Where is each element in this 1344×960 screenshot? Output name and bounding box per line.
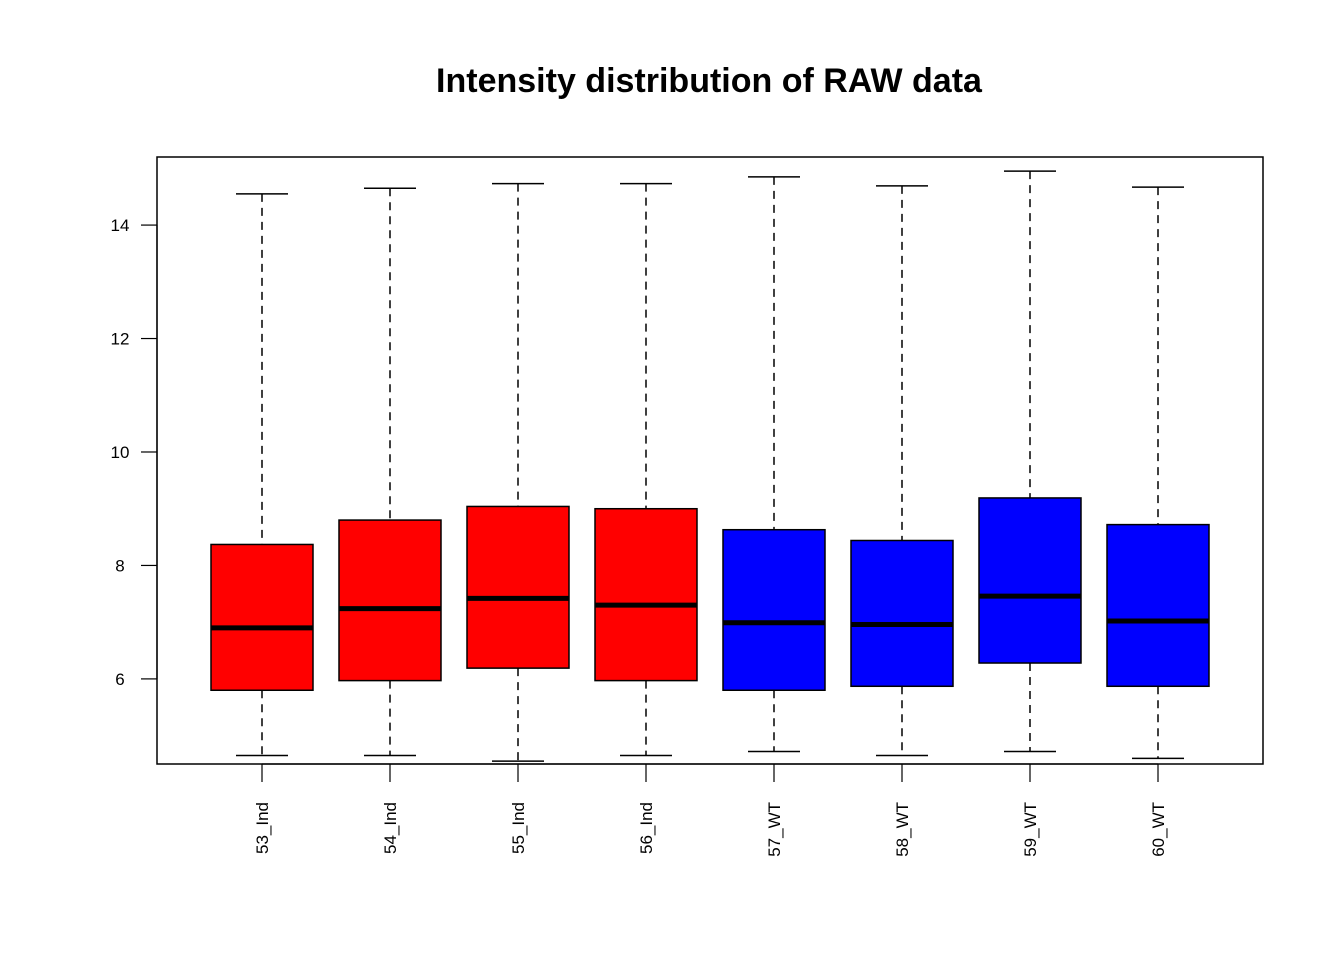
box-53_Ind	[210, 193, 314, 757]
x-tick-label: 53_Ind	[253, 802, 272, 854]
y-tick-label: 6	[115, 670, 124, 689]
x-tick-label: 55_Ind	[509, 802, 528, 854]
x-tick-label: 54_Ind	[381, 802, 400, 854]
y-tick-label: 8	[115, 556, 124, 575]
box-body	[210, 543, 314, 692]
box-58_WT	[850, 185, 954, 757]
box-59_WT	[978, 170, 1082, 753]
box-57_WT	[722, 176, 826, 753]
chart-title: Intensity distribution of RAW data	[436, 62, 983, 100]
box-body	[466, 505, 570, 669]
x-tick-label: 59_WT	[1021, 802, 1040, 857]
box-body	[850, 539, 954, 688]
x-tick-label: 56_Ind	[637, 802, 656, 854]
x-tick-label: 57_WT	[765, 802, 784, 857]
box-55_Ind	[466, 182, 570, 762]
box-54_Ind	[338, 187, 442, 757]
box-body	[722, 528, 826, 692]
boxes-group	[210, 170, 1210, 762]
box-56_Ind	[594, 182, 698, 757]
box-body	[594, 507, 698, 682]
x-tick-label: 60_WT	[1149, 802, 1168, 857]
y-tick-label: 10	[111, 443, 130, 462]
y-tick-label: 12	[111, 330, 130, 349]
plot-frame	[156, 156, 1264, 765]
box-body	[338, 519, 442, 682]
x-axis: 53_Ind 54_Ind 55_Ind 56_Ind 57_WT 58_WT 59_WT 6…	[253, 763, 1168, 857]
x-tick-label: 58_WT	[893, 802, 912, 857]
box-60_WT	[1106, 186, 1210, 760]
box-body	[978, 497, 1082, 664]
y-axis: 6 8 10 12 14	[111, 216, 158, 689]
box-body	[1106, 523, 1210, 688]
y-tick-label: 14	[111, 216, 130, 235]
